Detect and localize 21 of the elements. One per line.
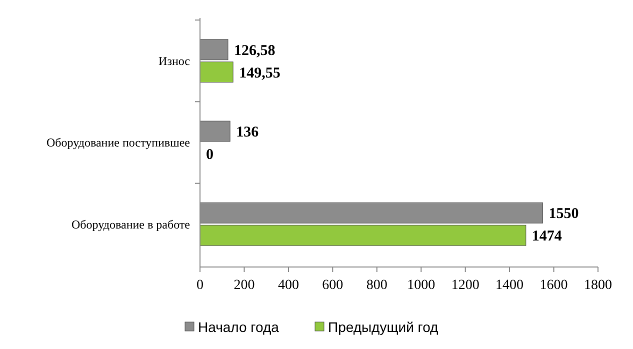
legend-label: Начало года bbox=[198, 318, 280, 335]
data-label: 136 bbox=[236, 124, 260, 141]
legend-label: Предыдущий год bbox=[328, 318, 438, 335]
x-tick-label: 200 bbox=[234, 278, 255, 293]
data-label: 149,55 bbox=[239, 65, 280, 82]
data-label: 1474 bbox=[532, 228, 562, 245]
x-tick-label: 1400 bbox=[496, 278, 524, 293]
x-tick-label: 1800 bbox=[584, 278, 612, 293]
x-tick-label: 400 bbox=[278, 278, 299, 293]
x-tick-label: 1600 bbox=[540, 278, 568, 293]
x-tick-label: 1000 bbox=[407, 278, 436, 293]
data-label: 0 bbox=[206, 146, 214, 163]
data-label: 1550 bbox=[548, 206, 579, 222]
x-tick-label: 0 bbox=[196, 278, 204, 293]
x-tick-label: 800 bbox=[366, 278, 388, 293]
y-tick-label: Износ bbox=[158, 54, 190, 68]
x-tick-label: 600 bbox=[322, 278, 344, 293]
y-tick-label: Оборудование в работе bbox=[72, 217, 190, 232]
data-label: 126,58 bbox=[234, 42, 276, 59]
x-tick-label: 1200 bbox=[451, 278, 480, 293]
y-tick-label: Оборудование поступившее bbox=[46, 136, 190, 150]
